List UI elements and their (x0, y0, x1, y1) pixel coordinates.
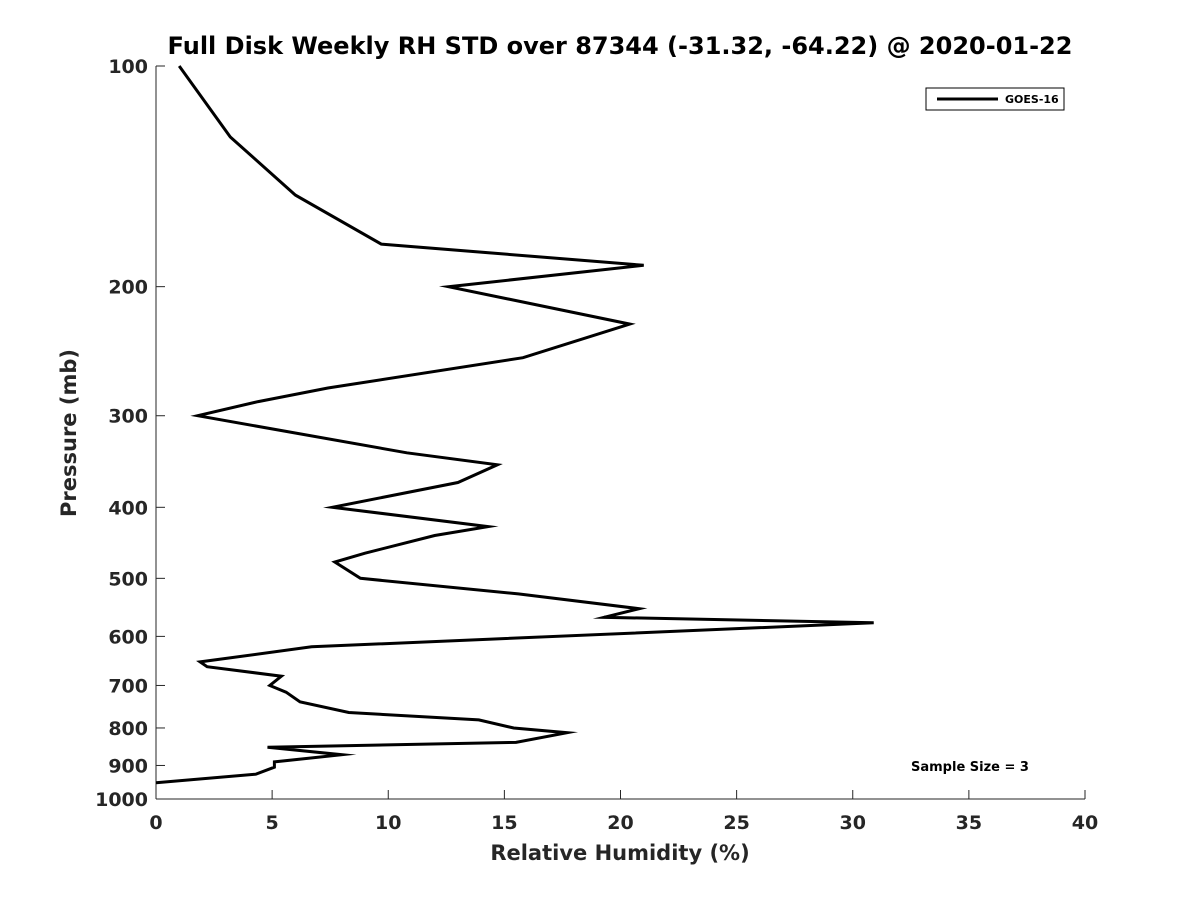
y-ticks: 100 200 300 400 500 600 700 800 900 1000 (95, 56, 165, 811)
y-tick-label: 800 (108, 718, 148, 740)
y-tick-label: 600 (108, 626, 148, 648)
x-tick-label: 10 (375, 812, 401, 834)
chart-title: Full Disk Weekly RH STD over 87344 (-31.… (168, 32, 1073, 60)
y-tick-label: 900 (108, 755, 148, 777)
y-tick-label: 300 (108, 406, 148, 428)
y-tick-label: 200 (108, 277, 148, 299)
y-axis-label: Pressure (mb) (57, 349, 81, 517)
x-tick-label: 15 (491, 812, 517, 834)
legend-label: GOES-16 (1005, 93, 1059, 106)
y-tick-label: 400 (108, 497, 148, 519)
y-tick-label: 1000 (95, 789, 148, 811)
y-tick-label: 500 (108, 568, 148, 590)
x-ticks: 0 5 10 15 20 25 30 35 40 (149, 790, 1098, 834)
x-tick-label: 30 (840, 812, 866, 834)
x-tick-label: 0 (149, 812, 162, 834)
y-tick-label: 700 (108, 675, 148, 697)
x-tick-label: 25 (723, 812, 749, 834)
x-axis-label: Relative Humidity (%) (490, 841, 749, 865)
series-layer (155, 65, 874, 785)
x-tick-label: 35 (956, 812, 982, 834)
y-tick-label: 100 (108, 56, 148, 78)
x-tick-label: 20 (607, 812, 633, 834)
legend[interactable]: GOES-16 (925, 87, 1065, 111)
x-tick-label: 5 (266, 812, 279, 834)
sample-size-annotation: Sample Size = 3 (911, 760, 1029, 775)
series-line-goes-16 (155, 65, 874, 785)
x-tick-label: 40 (1072, 812, 1098, 834)
